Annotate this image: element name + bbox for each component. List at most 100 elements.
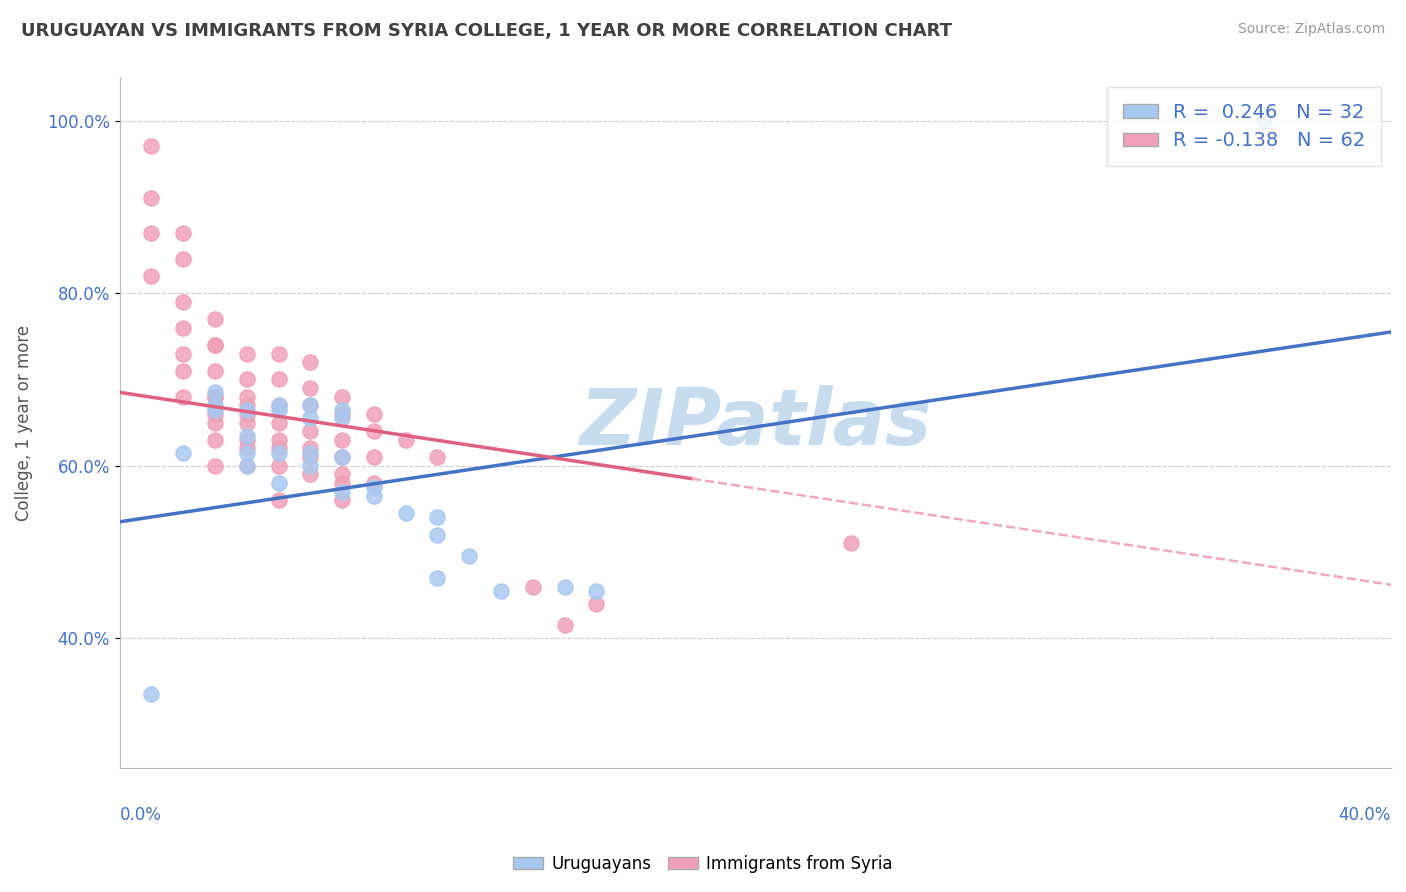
Point [267,446,290,460]
Point [299,381,322,395]
Point [585,597,607,611]
Point [330,475,353,490]
Point [172,390,194,404]
Point [204,433,226,447]
Point [267,398,290,412]
Point [204,364,226,378]
Text: 0.0%: 0.0% [120,805,162,823]
Point [267,442,290,456]
Point [839,536,862,550]
Point [235,446,257,460]
Point [426,450,449,464]
Point [172,252,194,266]
Point [585,583,607,598]
Point [299,355,322,369]
Point [330,411,353,425]
Point [141,268,163,283]
Point [235,346,257,360]
Point [426,527,449,541]
Point [458,549,481,564]
Point [395,433,418,447]
Point [267,493,290,508]
Point [299,467,322,482]
Point [363,424,385,438]
Point [204,338,226,352]
Point [330,467,353,482]
Point [363,480,385,494]
Point [204,458,226,473]
Point [204,312,226,326]
Point [299,446,322,460]
Point [330,407,353,421]
Point [204,407,226,421]
Point [204,385,226,400]
Point [267,475,290,490]
Point [235,372,257,386]
Point [267,433,290,447]
Point [172,226,194,240]
Point [363,407,385,421]
Legend: R =  0.246   N = 32, R = -0.138   N = 62: R = 0.246 N = 32, R = -0.138 N = 62 [1108,87,1381,166]
Point [299,458,322,473]
Point [299,424,322,438]
Text: Source: ZipAtlas.com: Source: ZipAtlas.com [1237,22,1385,37]
Point [330,484,353,499]
Point [172,320,194,334]
Point [172,346,194,360]
Point [363,475,385,490]
Point [204,390,226,404]
Point [235,458,257,473]
Point [363,450,385,464]
Point [204,338,226,352]
Point [141,226,163,240]
Point [267,402,290,417]
Text: ZIPatlas: ZIPatlas [579,384,931,460]
Text: 40.0%: 40.0% [1339,805,1391,823]
Point [172,446,194,460]
Point [522,580,544,594]
Point [235,442,257,456]
Point [330,450,353,464]
Point [299,398,322,412]
Point [267,372,290,386]
Point [141,687,163,701]
Point [299,442,322,456]
Point [330,433,353,447]
Point [489,583,512,598]
Point [204,416,226,430]
Point [330,493,353,508]
Point [1253,113,1275,128]
Point [299,450,322,464]
Point [235,433,257,447]
Point [299,398,322,412]
Point [299,411,322,425]
Point [235,398,257,412]
Point [204,398,226,412]
Point [235,428,257,442]
Point [330,402,353,417]
Point [426,571,449,585]
Text: URUGUAYAN VS IMMIGRANTS FROM SYRIA COLLEGE, 1 YEAR OR MORE CORRELATION CHART: URUGUAYAN VS IMMIGRANTS FROM SYRIA COLLE… [21,22,952,40]
Point [267,458,290,473]
Point [235,458,257,473]
Point [363,489,385,503]
Point [141,191,163,205]
Point [330,450,353,464]
Point [235,407,257,421]
Point [235,416,257,430]
Point [235,402,257,417]
Point [554,618,576,632]
Legend: Uruguayans, Immigrants from Syria: Uruguayans, Immigrants from Syria [506,848,900,880]
Point [554,580,576,594]
Point [141,139,163,153]
Y-axis label: College, 1 year or more: College, 1 year or more [15,325,32,521]
Point [330,390,353,404]
Point [172,364,194,378]
Point [267,416,290,430]
Point [267,346,290,360]
Point [172,294,194,309]
Point [426,510,449,524]
Point [204,390,226,404]
Point [204,402,226,417]
Point [235,390,257,404]
